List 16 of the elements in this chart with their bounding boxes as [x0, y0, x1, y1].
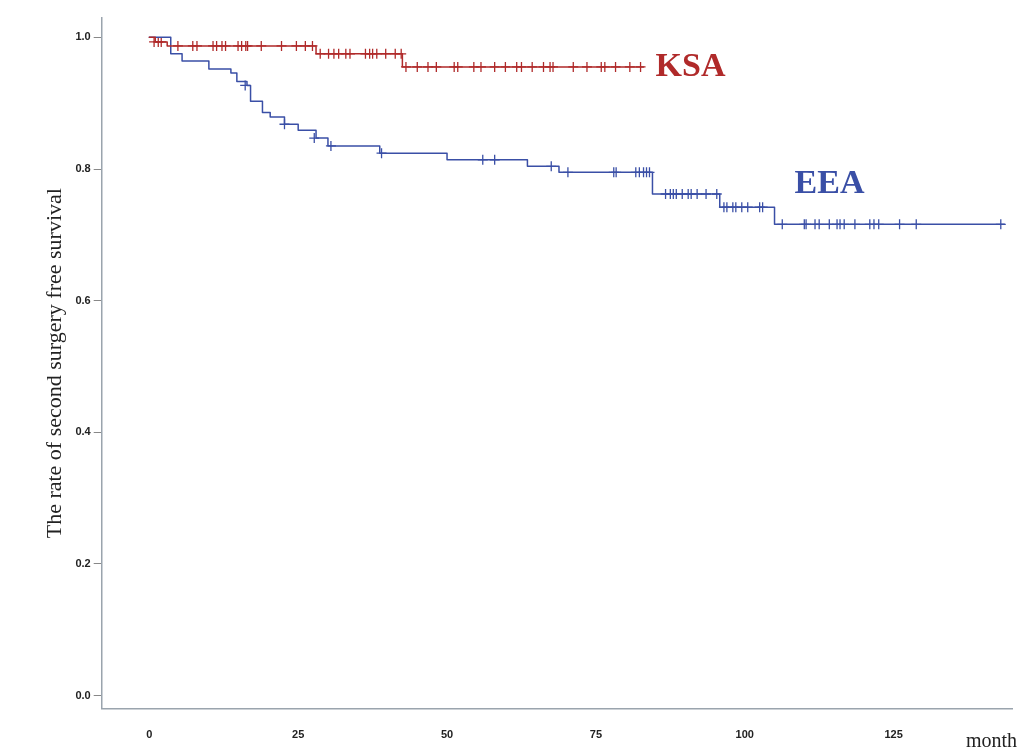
y-tick-label: 1.0 — [75, 30, 91, 43]
x-axis-title: month — [965, 729, 1017, 752]
x-tick-label: 0 — [146, 728, 153, 741]
x-tick-label: 25 — [292, 728, 305, 741]
series-label: EEA — [794, 163, 865, 201]
x-tick-label: 50 — [440, 728, 454, 741]
x-tick-label: 125 — [884, 728, 903, 741]
y-tick-label: 0.8 — [75, 162, 91, 175]
y-tick-label: 0.4 — [75, 425, 92, 438]
x-tick-label: 75 — [589, 728, 603, 741]
y-axis-title: The rate of second surgery free survival — [40, 188, 66, 539]
x-tick-label: 100 — [735, 728, 754, 741]
series-label: KSA — [655, 45, 726, 83]
y-tick-label: 0.0 — [75, 688, 91, 701]
y-tick-label: 0.6 — [75, 293, 91, 306]
y-tick-label: 0.2 — [75, 557, 91, 570]
